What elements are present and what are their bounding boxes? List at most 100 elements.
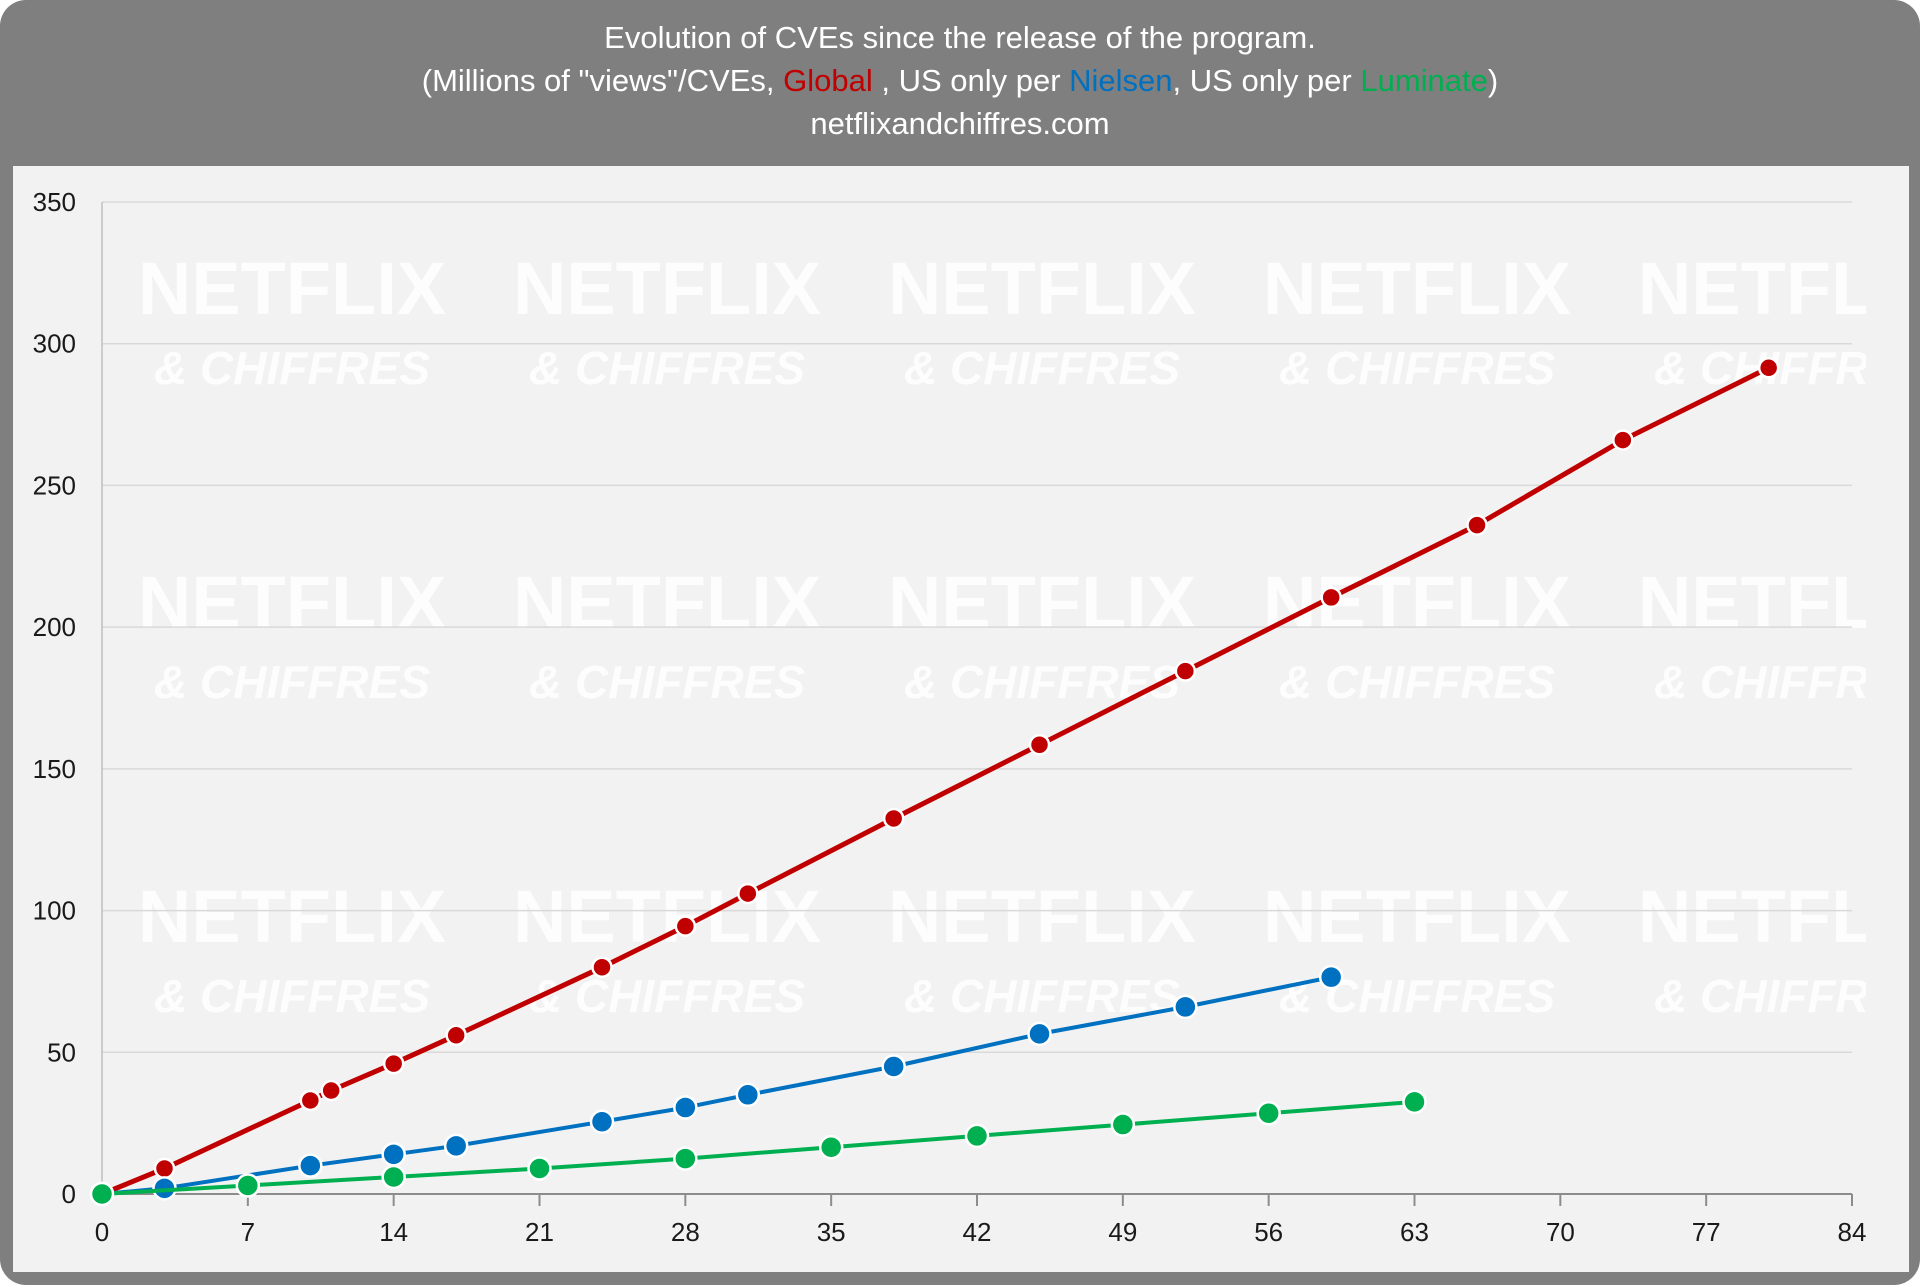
watermark-layer: NETFLIX & CHIFFRES NETFLIX & CHIFFRES NETFLI…	[138, 247, 1909, 1022]
x-tick-label-7: 7	[241, 1217, 255, 1247]
watermark-line1-2-3: NETFLIX	[1263, 875, 1571, 958]
point-luminate-2	[381, 1164, 406, 1190]
watermark-line1-1-0: NETFLIX	[138, 561, 446, 644]
subtitle-luminate: Luminate	[1360, 63, 1488, 98]
x-tick-label-35: 35	[817, 1217, 846, 1247]
y-tick-label-150: 150	[33, 754, 76, 784]
watermark-line1-1-2: NETFLIX	[888, 561, 1196, 644]
x-tick-label-0: 0	[95, 1217, 109, 1247]
series-line-nielsen	[101, 975, 1332, 1196]
grid-layer	[102, 201, 1852, 1054]
point-global-15	[1757, 357, 1780, 379]
subtitle-suffix: )	[1487, 63, 1499, 98]
point-global-2	[299, 1089, 322, 1112]
watermark-line2-1-0: & CHIFFRES	[154, 656, 430, 708]
chart-header: Evolution of CVEs since the release of t…	[0, 0, 1920, 166]
x-tick-label-14: 14	[379, 1217, 408, 1247]
y-tick-label-50: 50	[47, 1037, 76, 1067]
point-luminate-1	[235, 1173, 261, 1198]
x-tick-label-49: 49	[1108, 1217, 1137, 1247]
point-nielsen-4	[443, 1133, 469, 1159]
y-tick-label-350: 350	[33, 187, 76, 217]
chart-title: Evolution of CVEs since the release of t…	[604, 20, 1316, 55]
chart-subtitle: (Millions of "views"/CVEs, Global , US o…	[0, 61, 1920, 101]
point-nielsen-6	[673, 1095, 698, 1120]
point-nielsen-11	[1318, 964, 1344, 990]
watermark-line1-0-3: NETFLIX	[1263, 247, 1571, 330]
point-global-12	[1320, 586, 1342, 609]
chart-website: netflixandchiffres.com	[810, 106, 1110, 141]
point-global-6	[591, 956, 613, 979]
watermark-line2-1-1: & CHIFFRES	[529, 656, 805, 708]
series-line-global	[101, 365, 1770, 1197]
x-tick-label-77: 77	[1692, 1217, 1721, 1247]
point-global-7	[674, 915, 697, 937]
y-tick-label-100: 100	[33, 896, 76, 926]
point-nielsen-5	[589, 1109, 615, 1134]
watermark-line1-1-3: NETFLIX	[1263, 561, 1571, 644]
subtitle-prefix: (Millions of "views"/CVEs,	[421, 63, 784, 98]
point-global-1	[153, 1157, 176, 1180]
watermark-line1-2-2: NETFLIX	[888, 875, 1196, 958]
point-luminate-0	[89, 1181, 115, 1207]
watermark-line2-0-4: & CHIFFRES	[1654, 342, 1909, 394]
point-global-14	[1612, 429, 1634, 451]
watermark-line2-2-4: & CHIFFRES	[1654, 970, 1909, 1022]
point-global-3	[320, 1079, 342, 1102]
x-tick-label-56: 56	[1254, 1217, 1283, 1247]
watermark-line1-2-4: NETFLIX	[1638, 875, 1909, 958]
point-global-13	[1466, 514, 1488, 536]
point-global-5	[445, 1024, 467, 1047]
point-nielsen-10	[1173, 994, 1198, 1020]
x-tick-label-84: 84	[1838, 1217, 1867, 1247]
point-luminate-5	[818, 1134, 844, 1160]
x-tick-label-70: 70	[1546, 1217, 1575, 1247]
watermark-line1-0-2: NETFLIX	[888, 247, 1196, 330]
watermark-line1-0-1: NETFLIX	[513, 247, 821, 330]
axis-layer: 0 50 100 150 200 250 300 350 0 7 14 21 28 35 42 49 56 63 7…	[33, 187, 1867, 1247]
watermark-line1-1-4: NETFLIX	[1638, 561, 1909, 644]
watermark-line2-0-3: & CHIFFRES	[1279, 342, 1555, 394]
point-luminate-4	[673, 1146, 698, 1171]
subtitle-mid-1: , US only per	[872, 63, 1070, 98]
y-tick-label-300: 300	[33, 329, 76, 359]
watermark-line2-0-1: & CHIFFRES	[529, 342, 805, 394]
x-tick-label-28: 28	[671, 1217, 700, 1247]
subtitle-mid-2: , US only per	[1172, 63, 1361, 98]
watermark-line2-0-2: & CHIFFRES	[904, 342, 1180, 394]
point-nielsen-7	[735, 1082, 761, 1108]
y-tick-label-200: 200	[33, 612, 76, 642]
point-global-9	[882, 807, 905, 830]
x-tick-label-21: 21	[525, 1217, 554, 1247]
watermark-line2-0-0: & CHIFFRES	[154, 342, 430, 394]
point-global-11	[1174, 660, 1197, 682]
chart-svg: NETFLIX & CHIFFRES NETFLIX & CHIFFRES NETFLI…	[33, 187, 1909, 1247]
plot-panel: NETFLIX & CHIFFRES NETFLIX & CHIFFRES NETFLI…	[13, 166, 1909, 1272]
watermark-line2-1-3: & CHIFFRES	[1279, 656, 1555, 708]
series-line-luminate	[101, 1099, 1415, 1196]
y-tick-label-0: 0	[62, 1179, 76, 1209]
point-luminate-9	[1402, 1089, 1427, 1115]
point-luminate-8	[1256, 1100, 1281, 1126]
series-layer	[89, 357, 1780, 1207]
watermark-line1-0-0: NETFLIX	[138, 247, 446, 330]
point-nielsen-9	[1027, 1021, 1052, 1047]
watermark-line1-2-1: NETFLIX	[513, 875, 821, 958]
watermark-line2-2-2: & CHIFFRES	[904, 970, 1180, 1022]
point-luminate-6	[964, 1123, 990, 1149]
watermark-line1-0-4: NETFLIX	[1638, 247, 1909, 330]
watermark-line1-2-0: NETFLIX	[138, 875, 446, 958]
y-tick-label-250: 250	[33, 470, 76, 500]
point-luminate-7	[1110, 1112, 1136, 1137]
watermark-line2-1-4: & CHIFFRES	[1654, 656, 1909, 708]
watermark-line2-2-0: & CHIFFRES	[154, 970, 430, 1022]
watermark-line2-2-1: & CHIFFRES	[529, 970, 805, 1022]
point-nielsen-8	[881, 1054, 906, 1079]
point-luminate-3	[527, 1156, 552, 1181]
point-nielsen-2	[298, 1153, 323, 1178]
subtitle-global: Global	[783, 63, 873, 98]
point-global-10	[1028, 734, 1051, 756]
x-tick-label-42: 42	[963, 1217, 992, 1247]
watermark-line1-1-1: NETFLIX	[513, 561, 821, 644]
